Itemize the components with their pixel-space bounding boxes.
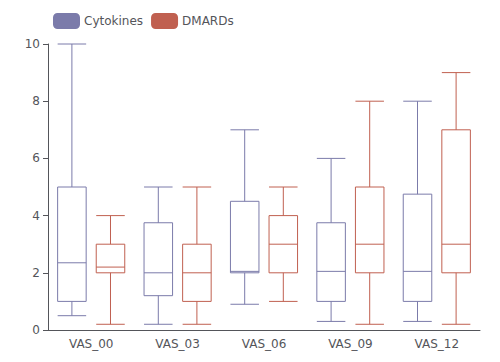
svg-text:Cytokines: Cytokines — [84, 14, 143, 28]
svg-text:VAS_12: VAS_12 — [415, 337, 460, 351]
svg-text:DMARDs: DMARDs — [182, 14, 234, 28]
svg-text:VAS_00: VAS_00 — [69, 337, 114, 351]
svg-text:8: 8 — [32, 94, 40, 108]
svg-text:VAS_06: VAS_06 — [242, 337, 287, 351]
svg-text:6: 6 — [32, 151, 40, 165]
svg-text:2: 2 — [32, 266, 40, 280]
svg-text:VAS_03: VAS_03 — [155, 337, 200, 351]
svg-text:0: 0 — [32, 323, 40, 337]
svg-text:4: 4 — [32, 209, 40, 223]
svg-text:10: 10 — [25, 37, 40, 51]
svg-text:VAS_09: VAS_09 — [328, 337, 373, 351]
